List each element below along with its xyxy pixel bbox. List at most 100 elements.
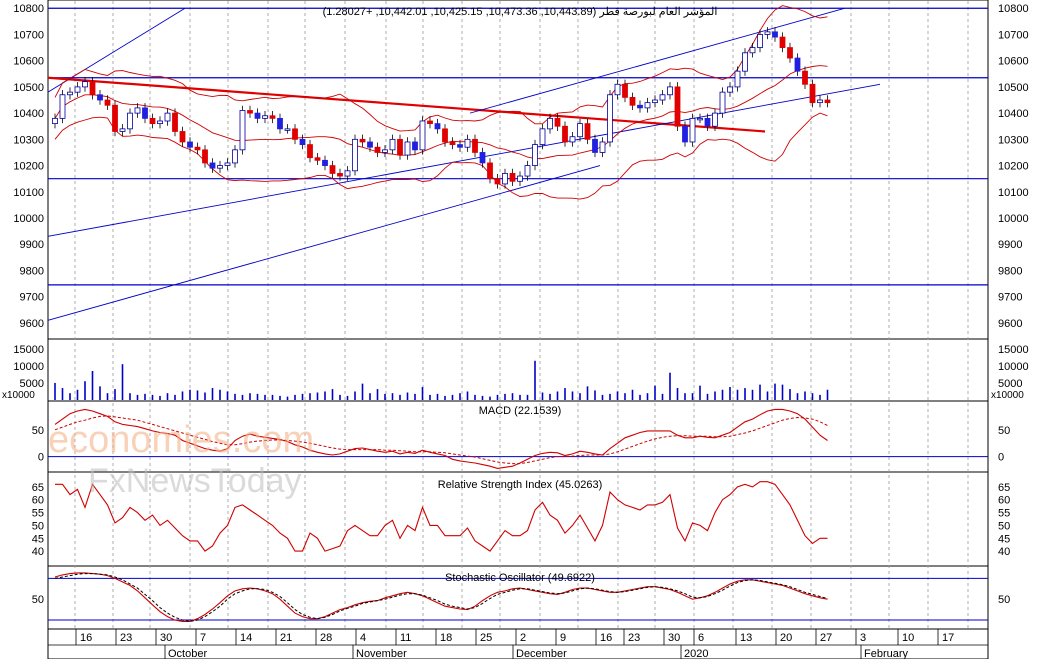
price-candles [52, 27, 831, 189]
candle-58 [487, 158, 493, 184]
price-tick-left-9: 10500 [13, 82, 44, 94]
x-tick-label-19: 27 [820, 632, 832, 644]
candle-88 [712, 108, 718, 131]
candle-body-41 [359, 138, 366, 143]
candle-body-8 [112, 104, 118, 132]
candle-body-68 [562, 125, 568, 143]
candle-body-24 [232, 149, 238, 164]
x-tick-label-2: 30 [160, 632, 172, 644]
candle-41 [359, 134, 366, 147]
candle-body-87 [704, 117, 711, 127]
candle-body-71 [584, 123, 591, 140]
candle-62 [517, 171, 523, 187]
candle-42 [367, 137, 373, 152]
candle-body-62 [517, 175, 523, 182]
candle-39 [344, 166, 351, 181]
candle-body-64 [532, 144, 538, 166]
candle-body-40 [352, 138, 358, 172]
x-tick-label-18: 20 [780, 632, 792, 644]
candle-body-95 [764, 31, 771, 35]
x-tick-label-21: 10 [902, 632, 914, 644]
candle-22 [217, 160, 223, 173]
candle-body-19 [194, 146, 201, 151]
candle-75 [614, 79, 621, 100]
trend-channel-lines [47, 7, 881, 321]
macd-tick-right-1: 50 [998, 425, 1010, 437]
price-tick-right-10: 10600 [998, 56, 1029, 68]
candle-33 [299, 134, 306, 150]
candle-94 [757, 29, 763, 53]
channel-support-line [47, 165, 601, 321]
candle-body-11 [134, 107, 141, 114]
candle-50 [427, 116, 433, 129]
candle-body-93 [749, 47, 756, 54]
candle-69 [569, 132, 576, 147]
candle-55 [464, 134, 471, 152]
candle-body-55 [464, 138, 471, 148]
rsi-tick-right-1: 45 [998, 533, 1010, 545]
rsi-tick-right-2: 50 [998, 520, 1010, 532]
price-tick-left-12: 10800 [13, 3, 44, 15]
candle-15 [164, 108, 171, 126]
candle-36 [322, 155, 328, 171]
x-tick-label-0: 16 [80, 632, 92, 644]
candle-91 [734, 66, 741, 92]
candle-body-28 [262, 115, 268, 119]
candle-body-47 [404, 141, 411, 156]
candle-54 [457, 139, 463, 152]
x-tick-label-12: 9 [560, 632, 566, 644]
x-tick-label-22: 17 [942, 632, 954, 644]
candle-32 [292, 124, 298, 145]
price-panel-frame [47, 0, 989, 340]
candle-body-92 [742, 52, 748, 72]
candle-57 [479, 147, 486, 168]
candle-49 [419, 116, 426, 155]
price-tick-left-4: 10000 [13, 213, 44, 225]
candle-body-61 [509, 173, 516, 182]
bollinger-bands [54, 5, 828, 200]
candle-23 [224, 158, 231, 171]
candle-87 [704, 113, 711, 131]
candle-body-79 [644, 102, 651, 109]
macd-lines [48, 408, 988, 469]
candle-51 [434, 118, 441, 134]
volume-tick-right-0: 5000 [998, 378, 1022, 390]
candle-70 [577, 118, 583, 142]
candle-body-75 [614, 83, 621, 96]
candle-77 [629, 92, 636, 110]
volume-tick-left-1: 10000 [13, 361, 44, 373]
candle-body-10 [127, 112, 133, 130]
candle-6 [97, 90, 103, 105]
candle-61 [509, 168, 516, 187]
candle-34 [307, 139, 313, 163]
candle-body-13 [149, 117, 156, 125]
candle-body-67 [554, 117, 561, 127]
candle-body-100 [802, 70, 808, 85]
volume-bars [54, 360, 829, 400]
candle-body-85 [689, 117, 696, 143]
candle-body-15 [164, 112, 171, 122]
candle-98 [787, 42, 793, 63]
candle-17 [179, 126, 186, 147]
candle-20 [202, 145, 208, 168]
time-axis-frame [47, 628, 989, 659]
stoch-series-0 [54, 572, 828, 622]
candle-67 [554, 113, 561, 131]
candle-19 [194, 142, 201, 155]
candle-85 [689, 113, 696, 147]
candle-body-102 [817, 99, 823, 104]
candle-body-72 [592, 138, 598, 153]
candle-body-12 [142, 107, 148, 119]
candle-24 [232, 145, 238, 168]
x-tick-label-8: 11 [400, 632, 411, 644]
candle-body-2 [67, 91, 73, 96]
price-tick-left-3: 9900 [20, 239, 44, 251]
candle-body-58 [487, 162, 493, 180]
candle-body-74 [607, 94, 613, 143]
candle-body-36 [322, 159, 328, 166]
candle-76 [622, 79, 628, 103]
candle-12 [142, 103, 148, 124]
candle-47 [404, 137, 411, 160]
candle-body-90 [727, 86, 733, 93]
